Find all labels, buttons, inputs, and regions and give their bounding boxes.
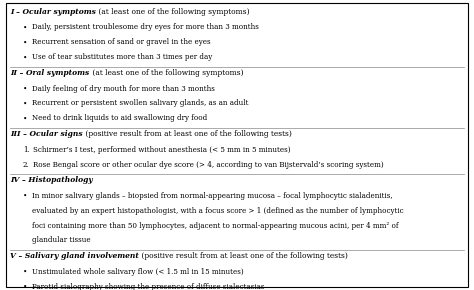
Text: In minor salivary glands – biopsied from normal-appearing mucosa – focal lymphoc: In minor salivary glands – biopsied from…: [32, 192, 393, 200]
Text: 1.: 1.: [23, 146, 29, 154]
Text: •: •: [23, 85, 27, 93]
Text: Daily, persistent troublesome dry eyes for more than 3 months: Daily, persistent troublesome dry eyes f…: [32, 23, 259, 32]
Text: •: •: [23, 268, 27, 276]
Text: II – Oral symptoms: II – Oral symptoms: [10, 69, 90, 77]
Text: Need to drink liquids to aid swallowing dry food: Need to drink liquids to aid swallowing …: [32, 115, 208, 122]
Text: foci containing more than 50 lymphocytes, adjacent to normal-appearing mucous ac: foci containing more than 50 lymphocytes…: [32, 222, 399, 230]
Text: •: •: [23, 53, 27, 61]
Text: Schirmer’s I test, performed without anesthesia (< 5 mm in 5 minutes): Schirmer’s I test, performed without ane…: [33, 146, 291, 154]
Text: •: •: [23, 99, 27, 108]
Text: Recurrent sensation of sand or gravel in the eyes: Recurrent sensation of sand or gravel in…: [32, 39, 211, 46]
Text: Unstimulated whole salivary flow (< 1.5 ml in 15 minutes): Unstimulated whole salivary flow (< 1.5 …: [32, 268, 244, 276]
Text: Rose Bengal score or other ocular dye score (> 4, according to van Bijstervald’s: Rose Bengal score or other ocular dye sc…: [33, 161, 384, 168]
Text: (positive result from at least one of the following tests): (positive result from at least one of th…: [139, 252, 348, 260]
Text: 2.: 2.: [23, 161, 29, 168]
Text: (positive result from at least one of the following tests): (positive result from at least one of th…: [83, 130, 292, 138]
Text: glandular tissue: glandular tissue: [32, 237, 91, 244]
Text: •: •: [23, 282, 27, 290]
Text: Parotid sialography showing the presence of diffuse sialectasias: Parotid sialography showing the presence…: [32, 282, 265, 290]
Text: I – Ocular symptoms: I – Ocular symptoms: [10, 8, 96, 16]
Text: •: •: [23, 192, 27, 200]
Text: IV – Histopathology: IV – Histopathology: [10, 176, 93, 184]
Text: Use of tear substitutes more than 3 times per day: Use of tear substitutes more than 3 time…: [32, 53, 212, 61]
Text: (at least one of the following symptoms): (at least one of the following symptoms): [90, 69, 243, 77]
Text: V – Salivary gland involvement: V – Salivary gland involvement: [10, 252, 139, 260]
Text: Daily feeling of dry mouth for more than 3 months: Daily feeling of dry mouth for more than…: [32, 85, 215, 93]
Text: Recurrent or persistent swollen salivary glands, as an adult: Recurrent or persistent swollen salivary…: [32, 99, 249, 108]
Text: (at least one of the following symptoms): (at least one of the following symptoms): [96, 8, 250, 16]
Text: •: •: [23, 23, 27, 32]
Text: •: •: [23, 115, 27, 122]
Text: III – Ocular signs: III – Ocular signs: [10, 130, 83, 138]
Text: •: •: [23, 39, 27, 46]
Text: evaluated by an expert histopathologist, with a focus score > 1 (defined as the : evaluated by an expert histopathologist,…: [32, 206, 404, 215]
